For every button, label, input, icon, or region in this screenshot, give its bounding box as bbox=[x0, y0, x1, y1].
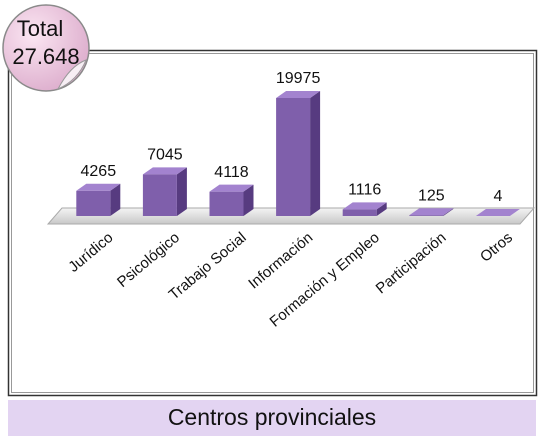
total-sticker: Total 27.648 bbox=[2, 4, 90, 92]
bars bbox=[76, 91, 520, 216]
caption: Centros provinciales bbox=[168, 404, 376, 430]
bar-side bbox=[176, 167, 187, 216]
bar-top bbox=[142, 167, 187, 175]
value-label: 4 bbox=[493, 188, 502, 205]
bar-front bbox=[76, 190, 111, 216]
bar-side bbox=[509, 208, 520, 216]
bar-top bbox=[475, 208, 520, 216]
bar-front bbox=[142, 174, 177, 216]
value-label: 125 bbox=[418, 187, 445, 204]
bar-top bbox=[342, 202, 387, 210]
sticker-circle bbox=[2, 4, 90, 92]
value-label: 4118 bbox=[214, 164, 249, 181]
value-label: 1116 bbox=[348, 182, 381, 199]
bar bbox=[475, 208, 520, 216]
bar bbox=[276, 91, 321, 216]
bar-top bbox=[209, 184, 254, 192]
bar bbox=[209, 184, 254, 216]
bar bbox=[142, 167, 187, 216]
bar-front bbox=[276, 98, 311, 216]
bar-front bbox=[342, 209, 377, 216]
bar bbox=[342, 202, 387, 216]
value-label: 7045 bbox=[147, 147, 183, 164]
bar-side bbox=[376, 202, 387, 216]
value-label: 4265 bbox=[81, 163, 117, 180]
value-label: 19975 bbox=[276, 70, 321, 87]
total-label: Total bbox=[17, 16, 63, 41]
bar-side bbox=[310, 91, 321, 216]
bar-top bbox=[409, 208, 454, 216]
chart-inner-frame bbox=[11, 53, 534, 393]
sticker-curl bbox=[56, 59, 87, 91]
bar-side bbox=[243, 184, 254, 216]
bar-side bbox=[110, 183, 121, 216]
bar-top bbox=[76, 183, 121, 191]
bar-side bbox=[443, 208, 454, 216]
bar bbox=[76, 183, 121, 216]
caption-bar bbox=[8, 400, 536, 436]
total-value: 27.648 bbox=[12, 44, 79, 69]
bar-top bbox=[276, 91, 321, 98]
bar-front bbox=[409, 215, 444, 216]
bar-front bbox=[209, 191, 244, 216]
bar bbox=[409, 208, 454, 216]
